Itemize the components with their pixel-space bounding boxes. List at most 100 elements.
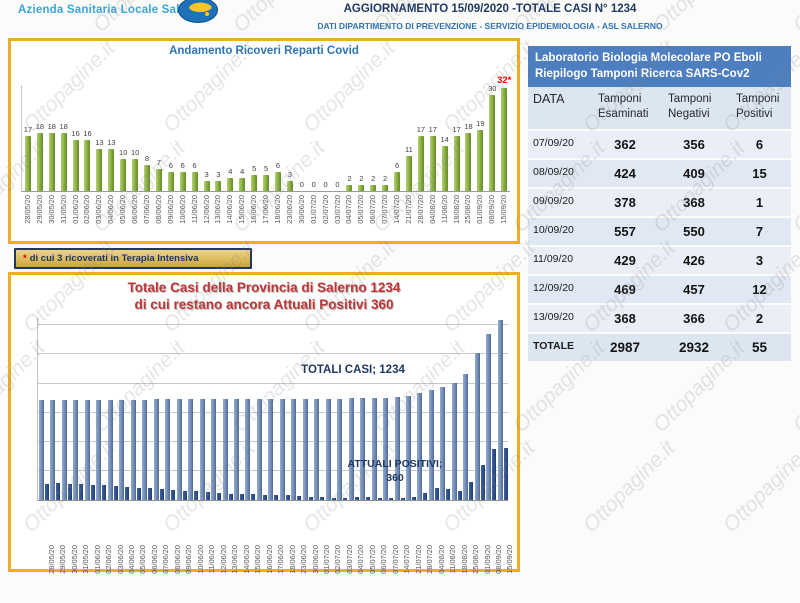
bar-value-label: 32* [497,75,512,87]
ricoveri-bar-group: 16 [70,85,82,191]
x-tick: 12/06/20 [200,193,212,241]
x-tick: 04/08/20 [426,193,438,241]
ricoveri-bar-group: 17 [427,85,439,191]
ricoveri-bar [429,136,436,191]
x-tick: 17/06/20 [274,543,285,603]
totali-casi-bar [153,399,159,500]
x-tick: 12/06/20 [217,543,228,603]
attuali-positivi-bar [434,488,439,500]
x-tick-label: 05/07/20 [356,195,366,224]
x-tick-label: 09/06/20 [184,545,194,574]
x-tick: 02/06/20 [81,193,93,241]
x-tick-label: 06/07/20 [379,545,389,574]
x-tick: 04/06/20 [104,193,116,241]
attuali-positivi-bar [354,497,359,500]
x-tick-label: 10/06/20 [177,195,187,224]
attuali-positivi-bar [343,497,348,500]
attuali-positivi-bar [377,497,382,500]
casi-bar-group [497,318,508,500]
totali-casi-bar [360,398,366,500]
totali-casi-bar [245,399,251,500]
bar-value-label: 0 [311,180,316,189]
cell-value: 368 [614,310,636,326]
update-title: AGGIORNAMENTO 15/09/2020 -TOTALE CASI N°… [343,3,637,15]
x-tick-label: 08/06/20 [153,195,163,224]
table-row: 09/09/20 378 368 1 [528,188,791,218]
ricoveri-bar-group: 6 [165,85,177,191]
x-tick-label: 15/06/20 [253,545,263,574]
x-tick-label: 03/07/20 [332,195,342,224]
bar-value-label: 3 [216,170,221,180]
casi-bar-group [451,318,462,500]
cell-value: 457 [683,281,705,297]
x-tick: 15/09/20 [504,543,515,603]
tamponi-table-header-row: DATA Tamponi Esaminati Tamponi Negativi Tam… [528,87,791,131]
ricoveri-bar [36,133,43,191]
bar-value-label: 30 [488,83,497,93]
x-tick-label: 14/07/20 [402,545,412,574]
casi-bar-group [462,318,474,500]
x-tick: 11/06/20 [206,543,217,603]
attuali-positivi-bar [285,494,290,500]
x-tick-label: 02/07/20 [333,545,343,574]
casi-bar-group [416,318,428,500]
organization-name: Azienda Sanitaria Locale Salerno [18,4,206,16]
attuali-positivi-bar [251,494,256,500]
x-tick: 16/06/20 [247,193,259,241]
x-tick-label: 31/05/20 [81,545,91,574]
ricoveri-bar-group: 0 [296,85,308,191]
casi-bar-group [485,318,497,500]
asl-logo-icon [177,0,219,30]
x-tick-label: 03/06/20 [94,195,104,224]
x-tick-label: 07/06/20 [142,195,152,224]
x-tick-label: 25/08/20 [471,545,481,574]
x-tick: 09/06/20 [164,193,176,241]
casi-bar-group [210,318,222,500]
x-tick: 30/05/20 [45,193,57,241]
asl-salerno-covid-dashboard: Azienda Sanitaria Locale Salerno AGGIORN… [0,0,800,574]
casi-bar-group [199,318,210,500]
gridline [38,353,508,355]
ricoveri-bar [489,94,496,191]
ricoveri-bar-group: 3 [201,85,213,191]
casi-bar-group [153,318,164,500]
ricoveri-bar-group: 13 [93,85,105,191]
cell-value: 6 [755,136,764,152]
bar-value-label: 2 [371,173,376,183]
ricoveri-bar [453,136,460,191]
x-tick: 11/08/20 [446,543,457,603]
totali-casi-bar [383,398,389,500]
x-tick: 07/06/20 [140,193,152,241]
ricoveri-bar-group: 16 [82,85,94,191]
x-tick: 05/06/20 [116,193,128,241]
totali-casi-bar [222,399,228,500]
bar-value-label: 2 [347,173,352,183]
bar-value-label: 8 [144,154,150,164]
attuali-positivi-bar [469,482,474,500]
x-tick-label: 28/05/20 [22,195,32,224]
casi-bar-group [325,318,336,500]
ricoveri-bar-group: 5 [260,85,272,191]
bar-value-label: 4 [228,167,233,177]
x-tick-label: 16/06/20 [249,195,259,224]
attuali-positivi-bar [171,490,176,500]
bar-value-label: 5 [263,163,269,173]
ricoveri-bar [441,146,448,191]
asterisk-marker: * [23,253,27,264]
ricoveri-bar [405,155,412,191]
x-tick-label: 29/05/20 [34,195,44,224]
bar-value-label: 13 [107,138,116,148]
x-tick: 04/06/20 [125,543,136,603]
x-tick: 02/07/20 [332,543,343,603]
casi-bar-group [141,318,153,500]
x-tick-label: 14/06/20 [225,195,235,224]
x-tick: 29/05/20 [33,193,45,241]
x-tick-label: 04/07/20 [344,195,354,224]
x-tick: 01/07/20 [320,543,331,603]
watermark-text: Ottopagine.it [718,436,800,533]
cell-value: 356 [683,136,705,152]
bar-value-label: 6 [180,160,185,170]
ricoveri-bar-group: 8 [141,85,153,191]
cell-date: 11/09/20 [533,252,574,265]
x-tick-label: 01/06/20 [92,545,102,574]
